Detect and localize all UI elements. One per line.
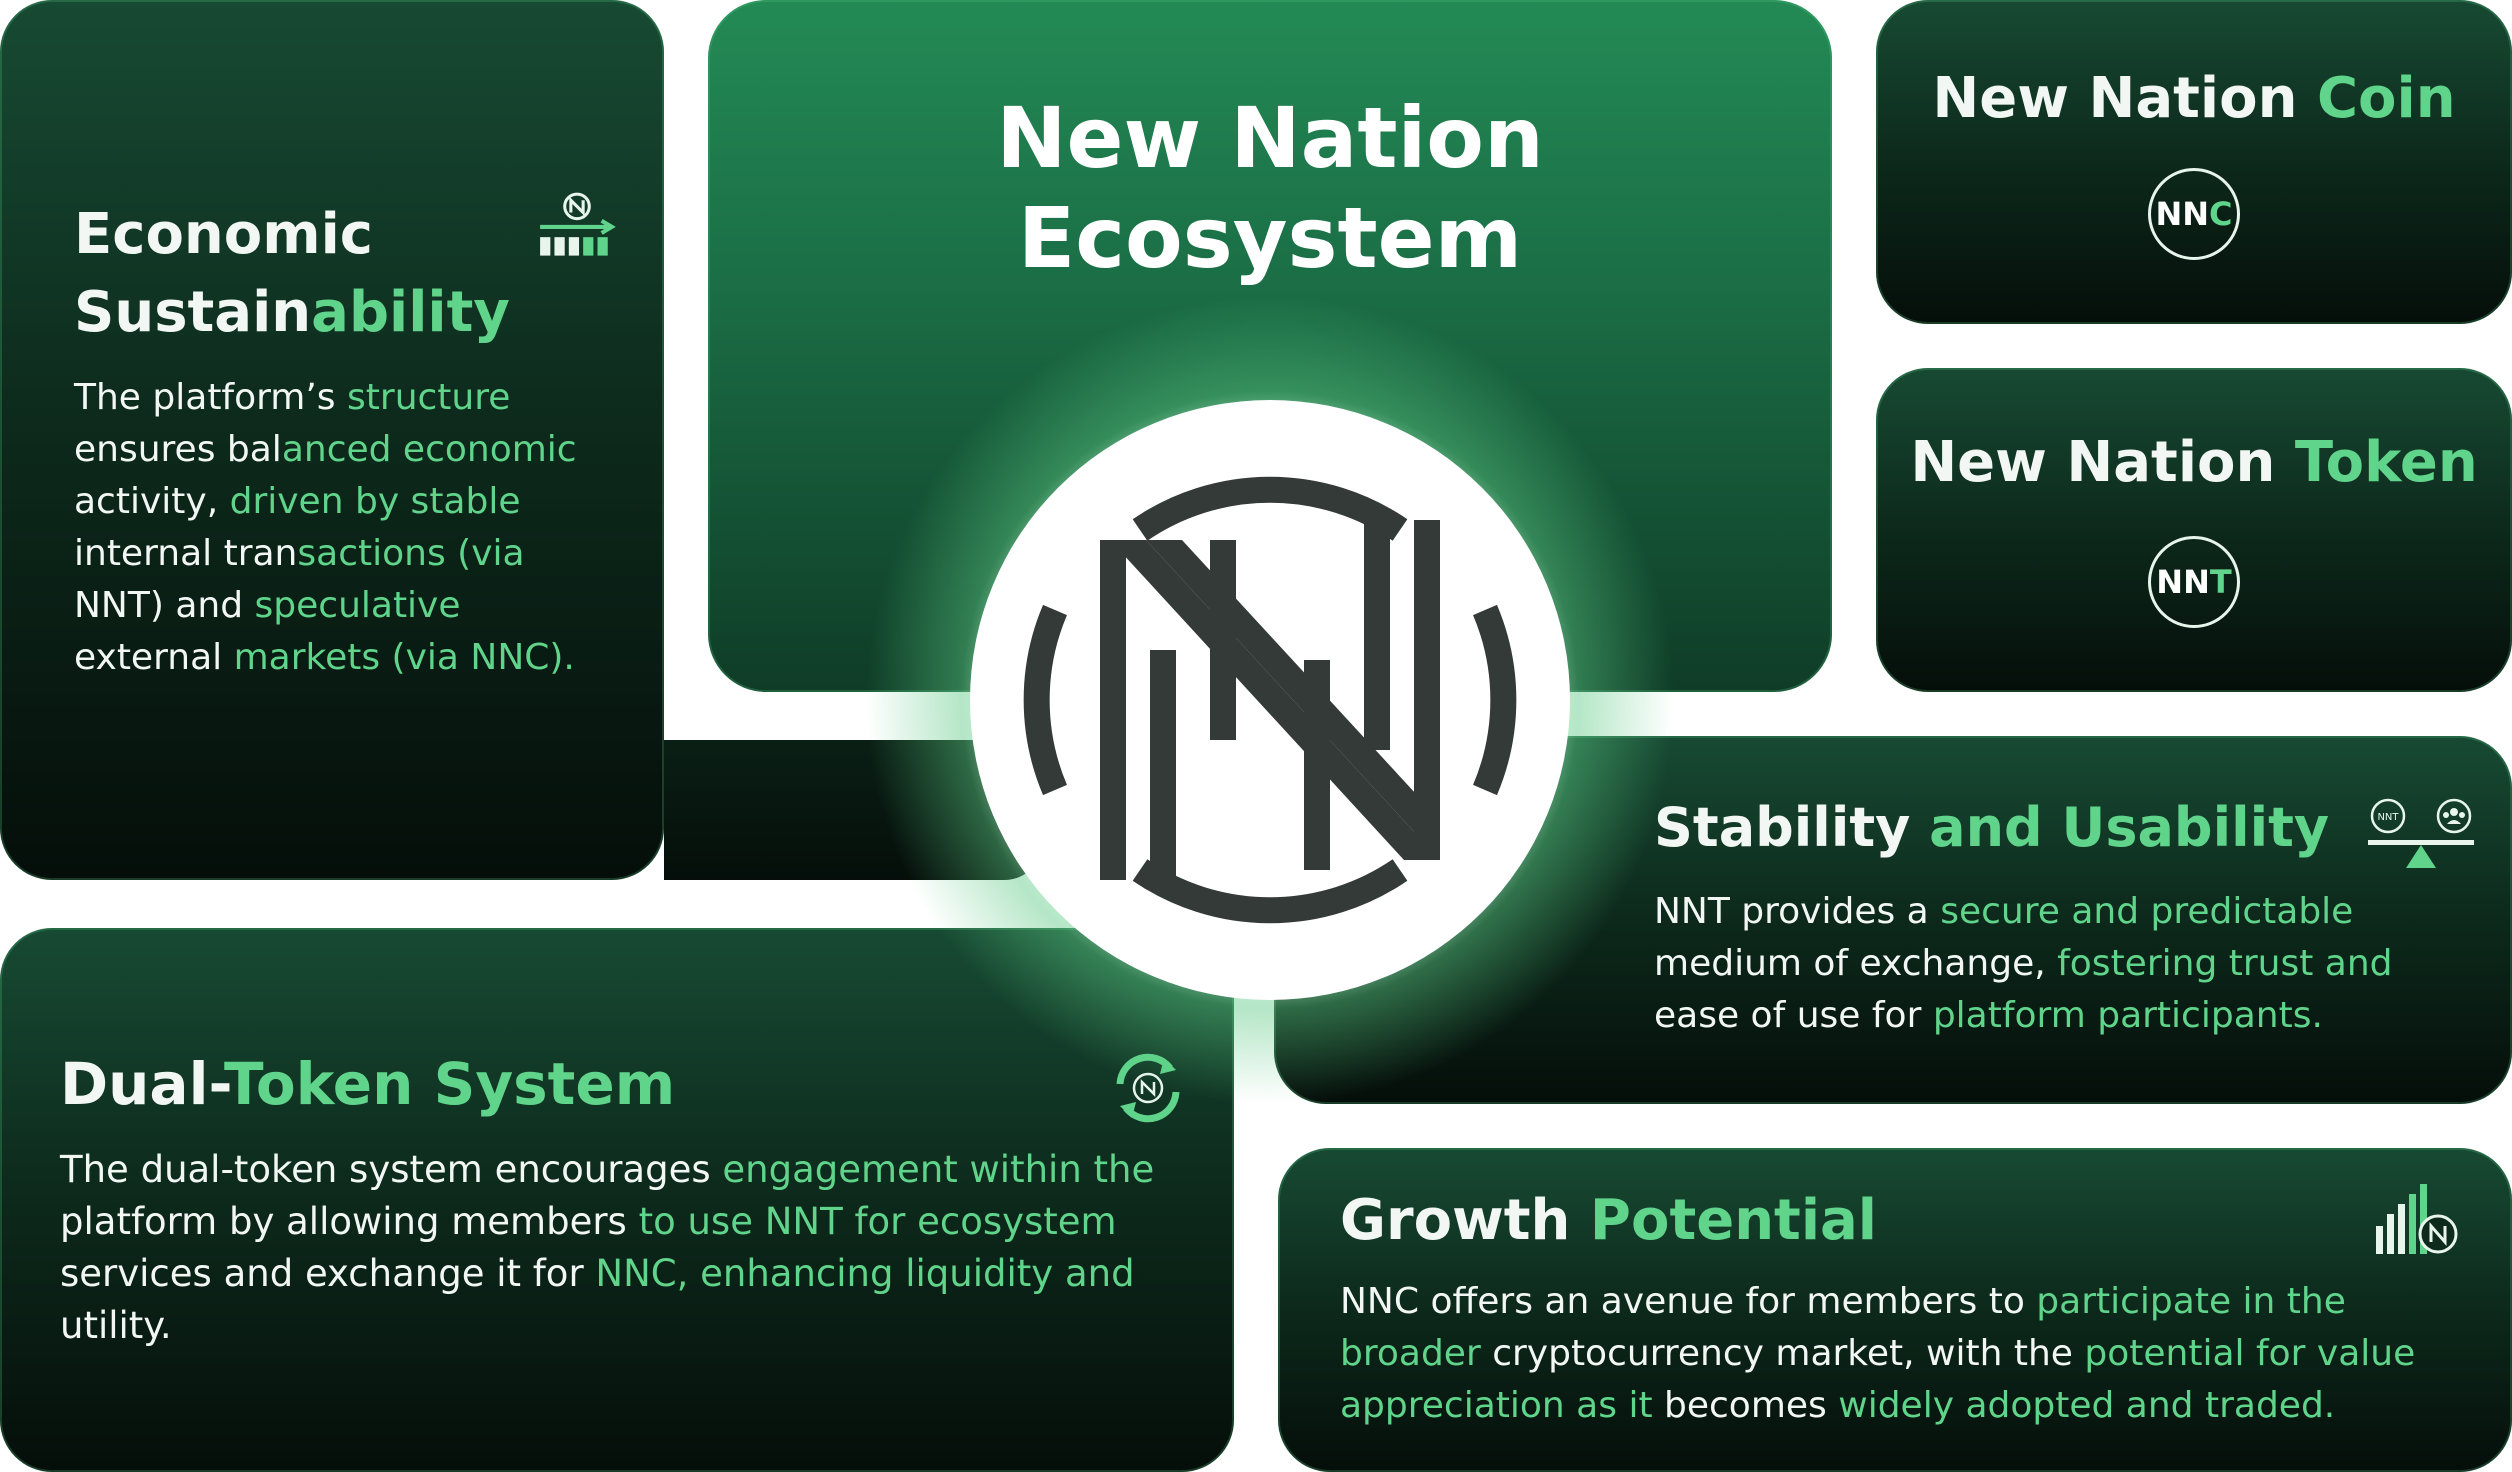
economic-text-segment: structure xyxy=(347,377,511,418)
economic-growth-icon xyxy=(540,192,616,256)
stability-text-segment: ease of use for xyxy=(1654,995,1933,1036)
economic-text-segment: NNT) and xyxy=(74,585,255,626)
economic-sustainability-text: The platform’s structure ensures balance… xyxy=(74,372,614,684)
economic-text-segment: sactions (via xyxy=(297,533,525,574)
dual-text-segment: to use NNT for ecosystem xyxy=(638,1200,1117,1243)
dual-text-segment: The dual-token system encourages xyxy=(60,1148,723,1191)
economic-text-segment: markets (via NNC). xyxy=(233,637,575,678)
new-nation-coin-card: New Nation Coin NN C xyxy=(1876,0,2512,324)
stability-text-segment: medium of exchange, xyxy=(1654,943,2058,984)
stability-text-segment: fostering trust and xyxy=(2057,943,2393,984)
stability-text-segment: platform participants. xyxy=(1932,995,2323,1036)
growth-text-segment: widely adopted and traded. xyxy=(1838,1385,2336,1426)
dual-text-segment: NNC, enhancing liquidity and xyxy=(595,1252,1135,1295)
new-nation-coin-title: New Nation Coin xyxy=(1932,66,2456,131)
stability-usability-text: NNT provides a secure and predictable me… xyxy=(1654,886,2434,1042)
ecosystem-title: New Nation Ecosystem xyxy=(996,89,1544,287)
nnc-badge-icon: NN C xyxy=(2148,168,2240,260)
dual-token-system-text: The dual-token system encourages engagem… xyxy=(60,1144,1160,1352)
growth-text-segment: NNC offers an avenue for members to xyxy=(1340,1281,2037,1322)
new-nation-token-card: New Nation Token NN T xyxy=(1876,368,2512,692)
economic-sustainability-title: Economic Sustainability xyxy=(74,202,510,345)
growth-potential-card: Growth Potential NNC offers an avenue fo… xyxy=(1278,1148,2512,1472)
balance-scale-icon: NNT xyxy=(2368,798,2474,868)
dual-text-segment: platform by allowing members xyxy=(60,1200,639,1243)
growth-text-segment: becomes xyxy=(1652,1385,1839,1426)
nnt-badge-icon: NN T xyxy=(2148,536,2240,628)
economic-text-segment: anced economic xyxy=(281,429,577,470)
economic-text-segment: activity, xyxy=(74,481,230,522)
economic-text-segment: internal tran xyxy=(74,533,298,574)
economic-text-segment: external xyxy=(74,637,234,678)
growth-text-segment: cryptocurrency market, with the xyxy=(1480,1333,2085,1374)
stability-text-segment: NNT provides a xyxy=(1654,891,1941,932)
economic-text-segment: driven by stable xyxy=(229,481,521,522)
growth-potential-text: NNC offers an avenue for members to part… xyxy=(1340,1276,2480,1432)
new-nation-logo-icon xyxy=(970,400,1570,1000)
dual-text-segment: services and exchange it for xyxy=(60,1252,596,1295)
stability-text-segment: secure and predictable xyxy=(1940,891,2354,932)
new-nation-token-title: New Nation Token xyxy=(1910,430,2478,495)
growth-text-segment: participate in the broader xyxy=(1340,1281,2346,1374)
dual-text-segment: engagement within the xyxy=(722,1148,1155,1191)
growth-chart-icon xyxy=(2376,1184,2458,1254)
dual-text-segment: utility. xyxy=(60,1304,172,1347)
dual-token-system-title: Dual-Token System xyxy=(60,1050,676,1118)
economic-sustainability-card: Economic Sustainability The platform’s s… xyxy=(0,0,664,880)
economic-text-segment: speculative xyxy=(254,585,461,626)
growth-text-segment: potential for value appreciation as it xyxy=(1340,1333,2416,1426)
economic-text-segment: The platform’s xyxy=(74,377,348,418)
svg-text:NNT: NNT xyxy=(2377,812,2399,823)
stability-usability-title: Stability and Usability xyxy=(1654,796,2330,859)
economic-text-segment: ensures bal xyxy=(74,429,282,470)
growth-potential-title: Growth Potential xyxy=(1340,1188,1878,1253)
